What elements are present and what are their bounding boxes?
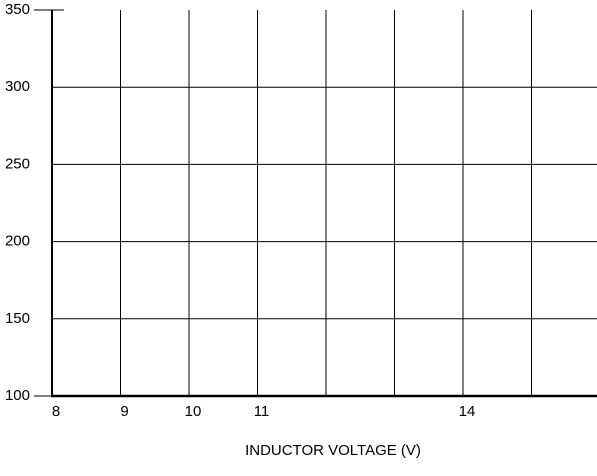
y-tick-label: 150 bbox=[5, 310, 30, 327]
y-tick-label: 200 bbox=[5, 233, 30, 250]
y-tick-label: 300 bbox=[5, 78, 30, 95]
x-tick-label: 10 bbox=[185, 403, 202, 420]
x-tick-label: 14 bbox=[459, 403, 476, 420]
y-tick-label: 250 bbox=[5, 155, 30, 172]
y-tick-label: 100 bbox=[5, 387, 30, 404]
x-tick-label: 11 bbox=[254, 403, 270, 420]
y-tick-label: 350 bbox=[5, 1, 30, 18]
x-tick-label: 9 bbox=[120, 403, 128, 420]
x-axis-title: INDUCTOR VOLTAGE (V) bbox=[245, 442, 421, 459]
x-tick-label: 8 bbox=[52, 403, 60, 420]
